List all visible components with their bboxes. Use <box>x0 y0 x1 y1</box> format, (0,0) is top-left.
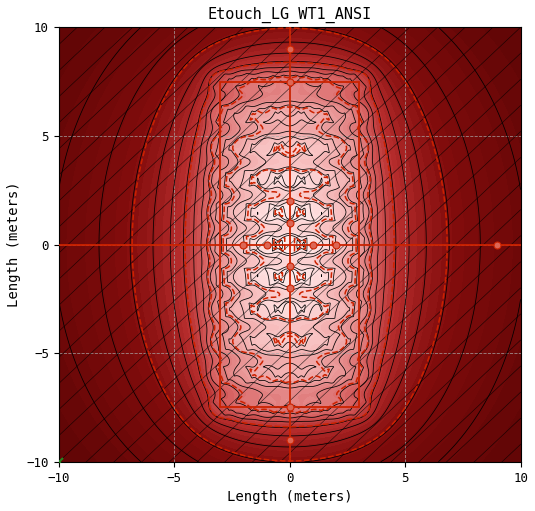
Title: Etouch_LG_WT1_ANSI: Etouch_LG_WT1_ANSI <box>208 7 372 23</box>
X-axis label: Length (meters): Length (meters) <box>227 490 353 504</box>
Bar <box>220 82 359 407</box>
Y-axis label: Length (meters): Length (meters) <box>7 182 21 307</box>
